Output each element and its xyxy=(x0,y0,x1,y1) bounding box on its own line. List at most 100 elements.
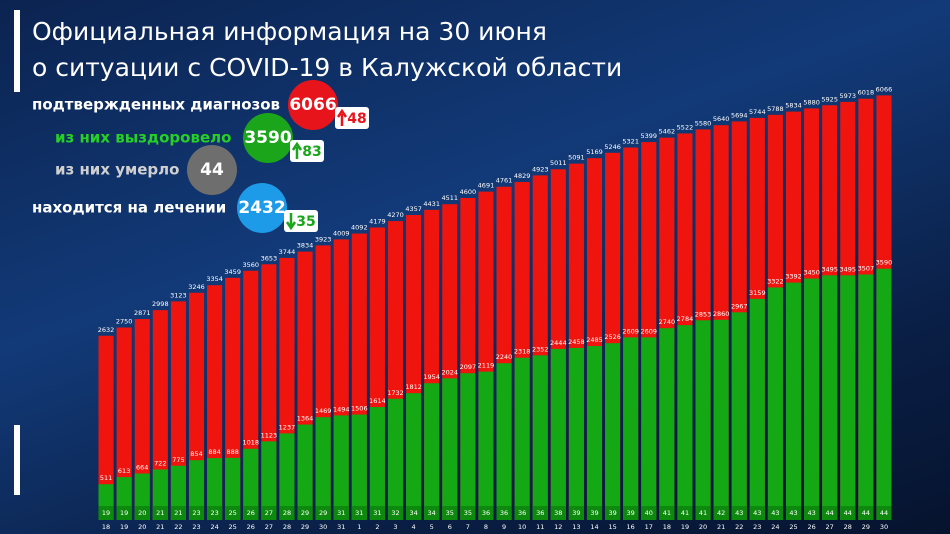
bar xyxy=(550,348,566,520)
value-label: 3392 xyxy=(785,273,802,281)
value-label: 3354 xyxy=(206,275,223,283)
bar xyxy=(713,319,729,520)
x-tick-label: 29 xyxy=(301,523,309,531)
death-band xyxy=(387,506,404,520)
death-label: 36 xyxy=(482,509,490,517)
value-label: 4691 xyxy=(478,182,495,190)
value-label: 5788 xyxy=(767,105,784,113)
value-label: 2458 xyxy=(568,338,585,346)
value-label: 5580 xyxy=(695,119,712,127)
death-label: 40 xyxy=(645,509,653,517)
bar xyxy=(134,319,150,520)
death-label: 19 xyxy=(102,509,110,517)
bar xyxy=(659,328,675,520)
summary-change: 48 xyxy=(347,111,366,127)
x-tick-label: 6 xyxy=(448,523,452,531)
death-band xyxy=(568,506,584,520)
x-tick-label: 26 xyxy=(247,523,255,531)
x-tick-label: 2 xyxy=(375,523,379,531)
death-label: 23 xyxy=(210,509,218,517)
death-label: 44 xyxy=(862,509,870,517)
value-label: 2609 xyxy=(640,327,657,335)
death-label: 41 xyxy=(699,509,707,517)
value-label: 3246 xyxy=(188,283,205,291)
death-label: 25 xyxy=(229,509,237,517)
death-label: 29 xyxy=(319,509,327,517)
x-tick-label: 10 xyxy=(518,523,526,531)
death-band xyxy=(731,506,747,520)
death-band xyxy=(641,506,657,520)
x-tick-label: 19 xyxy=(681,523,689,531)
x-tick-label: 23 xyxy=(192,523,200,531)
death-label: 39 xyxy=(590,509,598,517)
value-label: 4092 xyxy=(351,224,368,232)
value-label: 2097 xyxy=(460,363,477,371)
death-label: 44 xyxy=(826,509,834,517)
death-label: 42 xyxy=(717,509,725,517)
bar xyxy=(297,424,313,520)
x-tick-label: 9 xyxy=(502,523,506,531)
x-tick-label: 21 xyxy=(717,523,725,531)
bar xyxy=(351,414,367,520)
death-label: 31 xyxy=(373,509,381,517)
death-band xyxy=(442,506,458,520)
x-tick-label: 30 xyxy=(880,523,888,531)
value-label: 4511 xyxy=(441,194,458,202)
bar xyxy=(677,325,693,520)
x-tick-label: 18 xyxy=(663,523,671,531)
death-label: 28 xyxy=(283,509,291,517)
death-label: 35 xyxy=(446,509,454,517)
death-band xyxy=(532,506,548,520)
bar xyxy=(822,275,838,520)
death-band xyxy=(279,506,295,520)
bar xyxy=(514,357,530,520)
death-band xyxy=(225,506,241,520)
x-tick-label: 5 xyxy=(430,523,434,531)
value-label: 2750 xyxy=(116,318,133,326)
death-label: 31 xyxy=(337,509,345,517)
x-tick-label: 26 xyxy=(807,523,815,531)
value-label: 1954 xyxy=(423,373,440,381)
death-band xyxy=(478,506,494,520)
x-tick-label: 7 xyxy=(466,523,470,531)
value-label: 3507 xyxy=(858,265,875,273)
summary-value: 44 xyxy=(200,160,224,180)
bar xyxy=(369,407,385,520)
value-label: 5321 xyxy=(622,138,639,146)
value-label: 1732 xyxy=(387,389,404,397)
death-label: 21 xyxy=(174,509,182,517)
bar xyxy=(116,327,132,520)
death-band xyxy=(116,506,132,520)
value-label: 4270 xyxy=(387,211,404,219)
death-label: 26 xyxy=(247,509,255,517)
x-tick-label: 24 xyxy=(771,523,779,531)
x-tick-label: 25 xyxy=(229,523,237,531)
value-label: 4179 xyxy=(369,217,386,225)
bar xyxy=(207,458,223,520)
value-label: 3590 xyxy=(876,259,893,267)
summary-circle xyxy=(288,80,338,130)
x-tick-label: 12 xyxy=(554,523,562,531)
accent xyxy=(14,10,20,92)
value-label: 888 xyxy=(226,448,238,456)
death-label: 36 xyxy=(518,509,526,517)
bar xyxy=(586,346,603,520)
x-tick-label: 20 xyxy=(699,523,707,531)
death-label: 43 xyxy=(753,509,761,517)
value-label: 5011 xyxy=(550,159,567,167)
bar xyxy=(424,383,440,520)
summary-value: 2432 xyxy=(238,198,285,218)
accent xyxy=(14,425,20,495)
death-label: 34 xyxy=(428,509,436,517)
death-band xyxy=(261,506,277,520)
death-label: 34 xyxy=(409,509,417,517)
death-band xyxy=(315,506,331,520)
value-label: 2860 xyxy=(713,310,730,318)
value-label: 5640 xyxy=(713,115,730,123)
x-tick-label: 17 xyxy=(645,523,653,531)
value-label: 5246 xyxy=(604,143,621,151)
death-band xyxy=(134,506,150,520)
value-label: 664 xyxy=(136,464,148,472)
summary-circle xyxy=(237,183,287,233)
death-band xyxy=(351,506,367,520)
